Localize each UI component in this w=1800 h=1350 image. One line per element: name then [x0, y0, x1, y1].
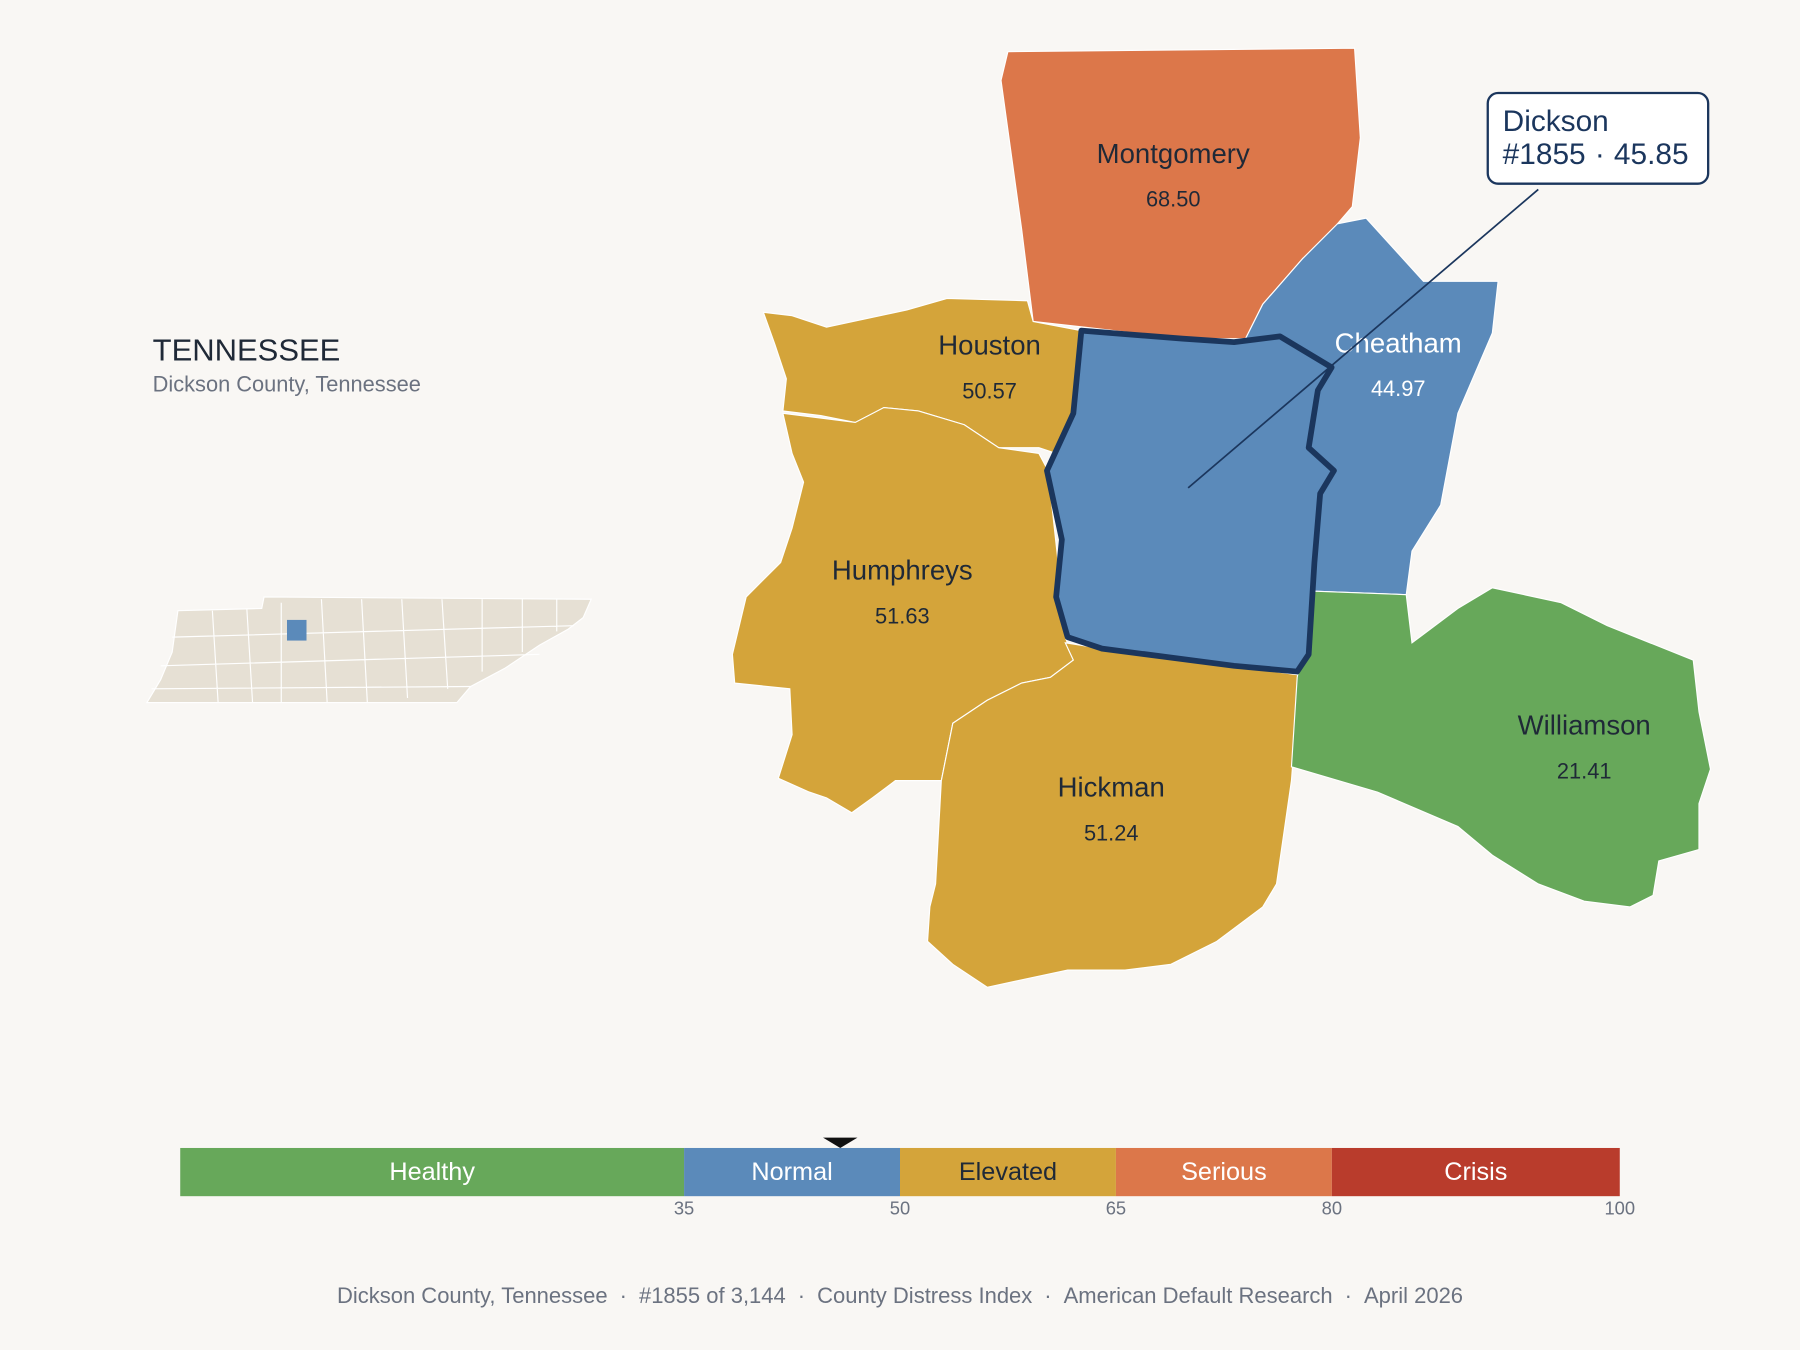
county-name: Montgomery — [1097, 138, 1250, 169]
legend: Healthy Normal Elevated Serious Crisis 35 50 65… — [180, 1137, 1635, 1219]
county-name: Cheatham — [1335, 327, 1462, 358]
footer-separator: · — [619, 1283, 627, 1308]
legend-tick-label: 100 — [1604, 1198, 1635, 1219]
state-title: TENNESSEE — [153, 332, 341, 367]
county-score: 50.57 — [962, 378, 1017, 403]
county-name: Houston — [938, 330, 1041, 361]
county-name: Hickman — [1058, 772, 1165, 803]
state-shape — [145, 596, 593, 704]
legend-band — [1331, 1147, 1620, 1197]
footer-separator: · — [1344, 1283, 1352, 1308]
map-view: TENNESSEE Dickson County, Tennessee Mont… — [145, 47, 1712, 1219]
subtitle: Dickson County, Tennessee — [153, 371, 421, 396]
counties — [731, 47, 1712, 988]
county-name: Williamson — [1518, 710, 1651, 741]
legend-band-label: Crisis — [1444, 1158, 1507, 1186]
inset-selected-county — [286, 619, 307, 641]
callout-score: 45.85 — [1614, 138, 1689, 171]
state-inset — [145, 596, 593, 704]
callout-box — [1486, 91, 1710, 185]
county-shape — [1290, 587, 1712, 908]
legend-band-label: Serious — [1181, 1158, 1267, 1186]
footer-item: April 2026 — [1363, 1283, 1464, 1308]
county-score: 51.63 — [875, 603, 930, 628]
county-name: Humphreys — [832, 555, 973, 586]
county-score: 68.50 — [1146, 187, 1201, 212]
callout-detail: #1855 · 45.85 — [1503, 138, 1689, 171]
legend-band-label: Elevated — [959, 1158, 1057, 1186]
footer-item: Dickson County, Tennessee — [336, 1283, 608, 1308]
legend-band — [684, 1147, 900, 1197]
county-score: 44.97 — [1371, 376, 1426, 401]
footer: Dickson County, Tennessee · #1855 of 3,144… — [0, 1283, 1800, 1309]
callout-leader — [1187, 188, 1539, 489]
legend-band — [900, 1147, 1116, 1197]
legend-marker — [823, 1137, 858, 1148]
footer-separator: · — [1044, 1283, 1052, 1308]
footer-item: County Distress Index — [817, 1283, 1033, 1308]
footer-item: American Default Research — [1063, 1283, 1333, 1308]
inset-borders — [151, 599, 574, 703]
footer-separator: · — [797, 1283, 806, 1308]
legend-tick-label: 80 — [1322, 1198, 1342, 1219]
county-shape — [731, 406, 1075, 814]
legend-band-label: Healthy — [389, 1158, 475, 1186]
legend-tick-label: 35 — [674, 1198, 694, 1219]
legend-tick-label: 65 — [1106, 1198, 1126, 1219]
selected-county — [1044, 327, 1337, 675]
callout-name: Dickson — [1503, 105, 1609, 138]
callout-separator: · — [1595, 138, 1605, 171]
county-labels: Montgomery 68.50 Houston 50.57 Humphreys 51.6… — [832, 91, 1710, 845]
legend-tick-label: 50 — [890, 1198, 910, 1219]
callout-rank: #1855 — [1503, 138, 1586, 171]
legend-band-label: Normal — [751, 1158, 832, 1186]
county-score: 51.24 — [1084, 820, 1139, 845]
legend-band — [180, 1147, 685, 1197]
footer-item: #1855 of 3,144 — [638, 1283, 786, 1308]
county-shape — [762, 297, 1082, 455]
county-score: 21.41 — [1557, 758, 1612, 783]
legend-band — [1115, 1147, 1332, 1197]
